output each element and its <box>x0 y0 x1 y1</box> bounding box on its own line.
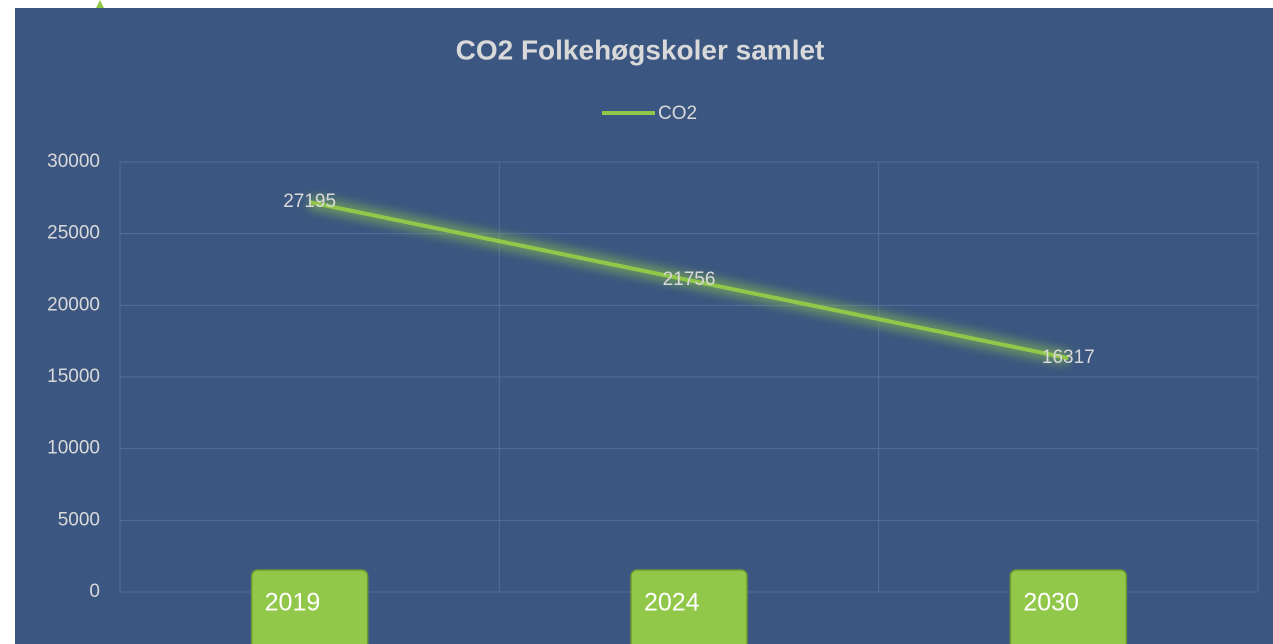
data-label: 27195 <box>283 191 336 212</box>
y-tick-label: 20000 <box>47 294 100 315</box>
chart-title: CO2 Folkehøgskoler samlet <box>456 34 825 65</box>
category-box <box>1009 569 1128 644</box>
series-line <box>309 200 1069 361</box>
data-label: 21756 <box>663 269 716 290</box>
chart-background <box>15 8 1273 644</box>
y-tick-label: 0 <box>89 581 100 602</box>
x-tick-label: 2024 <box>644 589 700 617</box>
category-box <box>630 569 748 644</box>
y-tick-label: 15000 <box>47 366 100 387</box>
y-tick-label: 5000 <box>58 509 100 530</box>
y-tick-label: 30000 <box>47 151 100 172</box>
y-tick-label: 10000 <box>47 438 100 459</box>
y-tick-label: 25000 <box>47 223 100 244</box>
legend-label: CO2 <box>658 103 697 124</box>
category-box <box>250 569 369 644</box>
x-tick-label: 2030 <box>1023 589 1079 617</box>
x-tick-label: 2019 <box>265 589 321 617</box>
data-label: 16317 <box>1042 347 1095 368</box>
